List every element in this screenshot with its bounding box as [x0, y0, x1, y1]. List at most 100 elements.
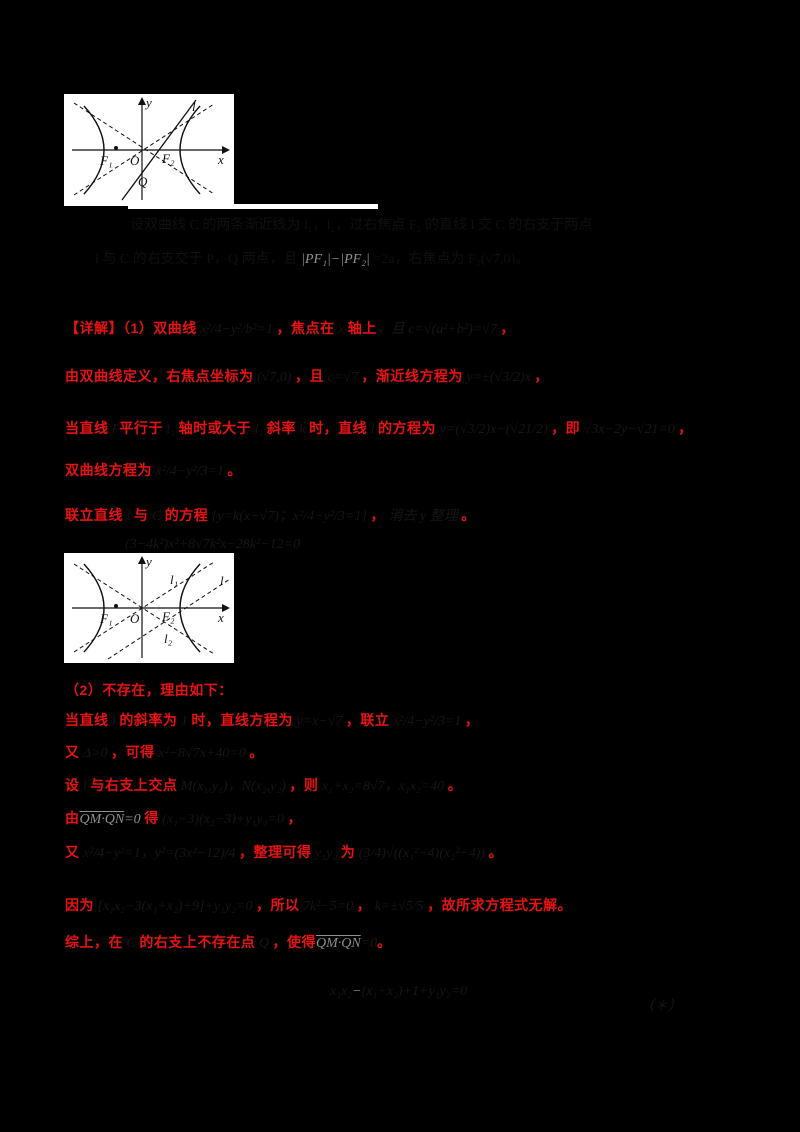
- solution-line: 设 l 与右支上交点 M(x₁,y₁)，N(x₂,y₂) ，则 x₁+x₂=8√…: [65, 775, 462, 797]
- formula-segment: (√7,0): [253, 370, 296, 385]
- figure2-f1-label: F₁: [99, 611, 112, 626]
- solution-text-segment: 又: [65, 744, 80, 760]
- solution-text-segment: 时，直线: [309, 420, 368, 436]
- formula-segment: C: [123, 936, 140, 951]
- hyperbola-left-branch: [83, 105, 105, 195]
- figure2-x-label: x: [217, 610, 224, 625]
- solution-text-segment: ，使得: [272, 934, 316, 950]
- hyperbola-right-branch: [179, 563, 201, 653]
- line-l: [121, 99, 197, 201]
- solution-text-segment: ，且: [295, 368, 325, 384]
- solution-text-segment: 设: [65, 777, 80, 793]
- formula-line: (3−4k²)x²+8√7k²x−28k²−12=0: [125, 533, 300, 555]
- formula-segment: 7k²−5=0: [299, 899, 357, 914]
- solution-text-segment: 因为: [65, 897, 94, 913]
- solution-text-segment: ，可得: [111, 744, 155, 760]
- formula-segment: =2a，右焦点为 F₂(√7,0)。: [369, 252, 530, 267]
- figure1-f1-label: F₁: [99, 153, 112, 168]
- formula-segment: l: [123, 509, 134, 524]
- solution-text-segment: 。: [377, 934, 392, 950]
- solution-text-segment: 的斜率为: [119, 712, 178, 728]
- solution-line: 综上，在 C 的右支上不存在点 Q ，使得QM·QN=0。: [65, 932, 392, 954]
- formula-segment: l: [108, 422, 120, 437]
- solution-line: 又 Δ>0 ，可得 x²−8√7x+40=0 。: [65, 742, 264, 764]
- solution-text-segment: 【详解】（1）双曲线: [65, 320, 197, 336]
- solution-text-segment: ，焦点在: [276, 320, 335, 336]
- solution-text-segment: ，整理可得: [239, 844, 312, 860]
- figure2-o-label: O: [130, 611, 140, 626]
- hyperbola-figure-1: y l F₁ O F₂ x Q: [64, 94, 234, 206]
- formula-segment: y₁y₂: [311, 846, 341, 861]
- solution-text-segment: 得: [144, 810, 159, 826]
- figure2-l2-label: l₂: [164, 631, 173, 646]
- formula-segment: l₁: [162, 422, 179, 437]
- hyperbola-figure-2: y l₁ l l₂ F₁ O F₂ x: [64, 553, 234, 663]
- figure2-f2-label: F₂: [161, 609, 175, 624]
- hyperbola-figure-1-svg: y l F₁ O F₂ x Q: [72, 95, 230, 201]
- figure1-x-label: x: [217, 152, 224, 167]
- formula-segment: 设双曲线 C 的两条渐近线为 l₁，l₂，过右焦点 F₂ 的直线 l 交 C 的…: [130, 218, 593, 233]
- x-axis-arrow: [222, 146, 230, 154]
- solution-text-segment: ，渐近线方程为: [361, 368, 463, 384]
- hyperbola-right-branch: [179, 105, 201, 195]
- formula-segment: y=(√3/2)x−(√21/2): [436, 422, 552, 437]
- solution-text-segment: 的方程为: [378, 420, 437, 436]
- formula-segment: c=√7: [324, 370, 362, 385]
- formula-segment: √3x−2y−√21=0: [580, 422, 679, 437]
- solution-text-segment: 轴时或大于: [178, 420, 252, 436]
- formula-segment: l: [367, 422, 379, 437]
- formula-segment: x²/4−y²/b²=1: [196, 322, 277, 337]
- solution-text-segment: 由双曲线定义，右焦点坐标为: [65, 368, 254, 384]
- solution-line: 又 x²/4−y²=1，y²=(3x²−12)/4 ，整理可得 y₁y₂ 为 (…: [65, 842, 503, 864]
- formula-segment: ，且 c=√(a²+b²)=√7: [376, 322, 501, 337]
- solution-text-segment: 联立直线: [65, 507, 123, 523]
- formula-segment: x₁x₂: [330, 984, 353, 999]
- solution-text-segment: 为: [340, 844, 356, 860]
- solution-text-segment: 斜率: [266, 420, 296, 436]
- figure1-y-label: y: [144, 95, 152, 110]
- solution-text-segment: ，故所求方程式无解。: [427, 897, 573, 913]
- solution-text-segment: 与: [133, 507, 149, 523]
- formula-segment: (x₁−3)(x₂−3)+y₁y₂=0: [158, 812, 288, 827]
- formula-segment: l: [79, 779, 91, 794]
- solution-text-segment: 。: [249, 744, 264, 760]
- formula-segment: k=±√5/5: [371, 899, 428, 914]
- figure1-o-label: O: [130, 153, 140, 168]
- formula-segment: l 与 C 的右支交于 P，Q 两点，且: [95, 252, 302, 267]
- solution-text-segment: ，: [356, 897, 372, 913]
- formula-segment: x²/4−y²/3=1: [389, 714, 465, 729]
- y-axis-arrow: [138, 97, 146, 105]
- solution-line: 当直线 l 平行于 l₁ 轴时或大于 l₁ 斜率 k 时，直线 l 的方程为 y…: [65, 418, 693, 440]
- solution-text-segment: ，联立: [345, 712, 390, 728]
- solution-text-segment: 平行于: [119, 420, 163, 436]
- solution-text-segment: ，即: [551, 420, 581, 436]
- figure1-q-label: Q: [138, 174, 148, 189]
- formula-segment: （＊）: [640, 999, 682, 1014]
- x-axis-arrow: [222, 604, 230, 612]
- solution-text-segment: ，: [534, 368, 549, 384]
- solution-text-segment: 。: [447, 777, 463, 793]
- figure2-l-label: l: [220, 573, 224, 588]
- solution-text-segment: 当直线: [65, 420, 109, 436]
- solution-text-segment: 双曲线方程为: [65, 462, 152, 478]
- problem-text-line: 设双曲线 C 的两条渐近线为 l₁，l₂，过右焦点 F₂ 的直线 l 交 C 的…: [130, 214, 592, 236]
- formula-segment: Δ>0: [79, 746, 112, 761]
- formula-segment: x²/4−y²=1，y²=(3x²−12)/4: [79, 846, 240, 861]
- formula-segment: (x₁+x₂)+1+y₁y₂=0: [361, 984, 468, 999]
- solution-text-segment: 。: [227, 462, 242, 478]
- formula-segment: C: [148, 509, 165, 524]
- solution-text-segment: ，所以: [255, 897, 300, 913]
- formula-segment: [x₁x₂−3(x₁+x₂)+9]+y₁y₂=0: [94, 899, 256, 914]
- solution-text-segment: ，则: [289, 777, 319, 793]
- solution-text-segment: 的右支上不存在点: [139, 934, 256, 950]
- solution-line: （2）不存在，理由如下：: [65, 680, 233, 701]
- solution-line: 由QM·QN=0 得 (x₁−3)(x₂−3)+y₁y₂=0 ，: [65, 808, 302, 830]
- solution-line: 【详解】（1）双曲线 x²/4−y²/b²=1 ，焦点在 x 轴上，且 c=√(…: [65, 318, 515, 340]
- figure1-f2-label: F₂: [161, 151, 175, 166]
- solution-line: 因为 [x₁x₂−3(x₁+x₂)+9]+y₁y₂=0 ，所以 7k²−5=0 …: [65, 895, 572, 917]
- formula-segment: l: [108, 714, 120, 729]
- solution-text-segment: 时，直线方程为: [191, 712, 293, 728]
- solution-line: 由双曲线定义，右焦点坐标为 (√7,0) ，且 c=√7 ，渐近线方程为 y=±…: [65, 366, 549, 388]
- formula-line: x₁x₂−(x₁+x₂)+1+y₁y₂=0: [330, 980, 467, 1002]
- formula-segment: {y=k(x−√7)；x²/4−y²/3=1}: [208, 509, 371, 524]
